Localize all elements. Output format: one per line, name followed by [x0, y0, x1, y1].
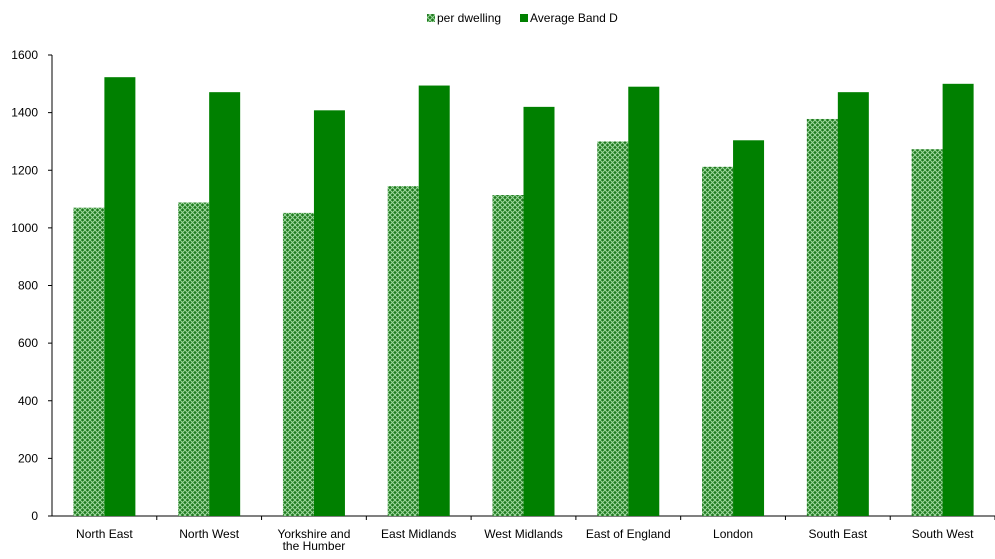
- bar-per-dwelling: [597, 141, 629, 516]
- y-tick-label: 400: [18, 394, 38, 408]
- y-axis-ticks: 0 200 400 600 800 1000 1200 1400 1600: [11, 48, 52, 523]
- bar-average-band-d: [733, 140, 765, 516]
- legend: per dwelling Average Band D: [427, 11, 618, 25]
- bar-average-band-d: [313, 110, 345, 516]
- y-tick-label: 1200: [11, 163, 38, 177]
- x-tick-label: the Humber: [283, 539, 346, 553]
- y-tick-label: 1600: [11, 48, 38, 62]
- bar-average-band-d: [209, 92, 241, 516]
- bar-per-dwelling: [73, 207, 105, 517]
- legend-label-per-dwelling: per dwelling: [437, 11, 501, 25]
- x-tick-label: East of England: [586, 527, 671, 541]
- x-tick-label: West Midlands: [484, 527, 562, 541]
- legend-swatch-per-dwelling: [427, 14, 435, 22]
- bar-per-dwelling: [806, 118, 838, 517]
- x-tick-label: London: [713, 527, 753, 541]
- bar-average-band-d: [104, 77, 136, 517]
- legend-item-per-dwelling: per dwelling: [427, 11, 501, 25]
- legend-item-average-band-d: Average Band D: [520, 11, 618, 25]
- y-tick-label: 800: [18, 279, 38, 293]
- bar-average-band-d: [628, 86, 660, 516]
- x-tick-label: South West: [912, 527, 974, 541]
- y-tick-label: 200: [18, 451, 38, 465]
- x-tick-label: North East: [76, 527, 133, 541]
- bar-per-dwelling: [282, 212, 314, 516]
- bar-per-dwelling: [702, 166, 734, 517]
- bar-per-dwelling: [387, 186, 419, 517]
- bar-average-band-d: [523, 106, 555, 517]
- bar-per-dwelling: [911, 149, 943, 517]
- y-tick-label: 1400: [11, 106, 38, 120]
- bar-average-band-d: [837, 92, 869, 516]
- y-tick-label: 1000: [11, 221, 38, 235]
- bars-group: [73, 77, 974, 517]
- y-tick-label: 600: [18, 336, 38, 350]
- bar-per-dwelling: [492, 195, 524, 516]
- bar-per-dwelling: [178, 202, 210, 516]
- legend-label-average-band-d: Average Band D: [530, 11, 618, 25]
- x-tick-label: South East: [808, 527, 867, 541]
- x-tick-label: North West: [179, 527, 239, 541]
- bar-average-band-d: [942, 83, 974, 516]
- x-tick-label: Yorkshire and: [277, 527, 350, 541]
- legend-swatch-average-band-d: [520, 14, 528, 22]
- x-tick-label: East Midlands: [381, 527, 456, 541]
- bar-average-band-d: [418, 85, 450, 516]
- y-tick-label: 0: [31, 509, 38, 523]
